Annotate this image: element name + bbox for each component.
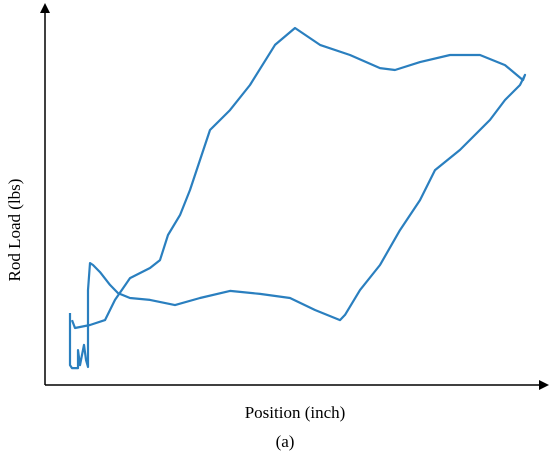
data-line bbox=[68, 26, 527, 370]
caption: (a) bbox=[276, 432, 295, 451]
y-axis-label: Rod Load (lbs) bbox=[5, 179, 24, 282]
x-axis-label: Position (inch) bbox=[245, 403, 346, 422]
